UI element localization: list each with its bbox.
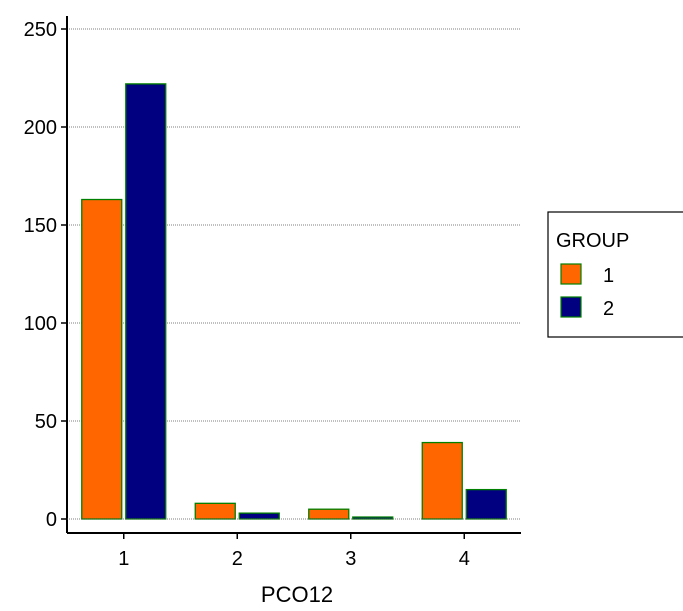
y-tick-label: 250 [24, 19, 57, 41]
bar-group2-pco2 [238, 512, 280, 520]
legend: GROUP 1 2 [547, 211, 683, 338]
x-tick-label: 3 [345, 548, 356, 570]
y-tick-label: 100 [24, 313, 57, 335]
gridlines [67, 28, 521, 422]
bar-group2-pco3 [352, 516, 394, 520]
x-tick-label: 2 [232, 548, 243, 570]
bar-group2-pco1 [125, 83, 167, 520]
bar-group1-pco2 [194, 502, 236, 520]
x-tick-label: 4 [459, 548, 470, 570]
x-axis-title: PCO12 [261, 582, 333, 607]
bar-group1-pco4 [421, 441, 463, 520]
legend-title: GROUP [556, 230, 629, 252]
x-axis-ticks: 1 2 3 4 [118, 533, 470, 570]
axes [66, 16, 521, 534]
bar-group2-pco4 [465, 488, 507, 520]
y-tick-label: 50 [35, 411, 57, 433]
y-tick-label: 200 [24, 117, 57, 139]
y-axis-ticks: 0 50 100 150 200 250 [24, 19, 67, 531]
bar-group1-pco1 [81, 198, 123, 520]
legend-swatch [560, 296, 582, 318]
bars [81, 83, 507, 520]
legend-label: 1 [603, 265, 614, 287]
y-tick-label: 150 [24, 215, 57, 237]
legend-swatch [560, 263, 582, 285]
bar-group1-pco3 [308, 508, 350, 520]
y-tick-label: 0 [46, 509, 57, 531]
x-tick-label: 1 [118, 548, 129, 570]
legend-label: 2 [603, 298, 614, 320]
